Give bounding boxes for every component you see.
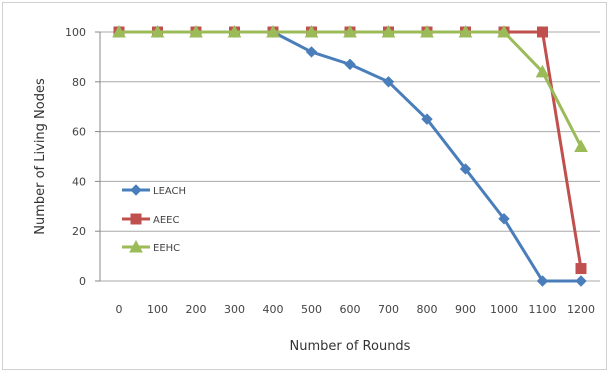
x-tick-label: 1000 <box>490 303 518 316</box>
y-tick-label: 60 <box>72 126 86 139</box>
data-point-aeec <box>537 26 548 38</box>
y-tick-label: 0 <box>79 275 86 288</box>
x-tick-label: 1100 <box>529 303 557 316</box>
legend-label-eehc: EEHC <box>153 243 180 254</box>
data-point-leach <box>344 58 356 71</box>
data-point-eehc <box>150 24 165 38</box>
data-point-leach <box>459 163 472 175</box>
data-point-leach <box>498 213 510 225</box>
x-tick-label: 600 <box>340 303 361 316</box>
data-point-leach <box>536 275 549 287</box>
x-tick-label: 300 <box>224 303 245 316</box>
data-point-eehc <box>189 24 203 38</box>
y-axis-title: Number of Living Nodes <box>33 78 48 235</box>
y-axis-ticks: 0 20 40 60 80 100 <box>65 26 100 288</box>
x-tick-label: 200 <box>186 303 207 316</box>
legend-marker-leach <box>130 184 142 196</box>
x-tick-label: 400 <box>263 303 284 316</box>
legend: LEACH AEEC EEHC <box>122 184 186 254</box>
data-point-eehc <box>574 139 588 153</box>
data-point-leach <box>421 113 433 125</box>
x-tick-label: 0 <box>116 303 123 316</box>
data-point-leach <box>575 275 587 287</box>
y-tick-label: 100 <box>65 26 86 39</box>
x-tick-label: 900 <box>455 303 476 316</box>
data-point-eehc <box>381 24 396 38</box>
y-tick-label: 80 <box>72 76 86 89</box>
series-leach <box>113 26 587 287</box>
x-tick-label: 1200 <box>567 303 595 316</box>
data-point-eehc <box>458 24 473 38</box>
x-tick-label: 700 <box>378 303 399 316</box>
data-point-eehc <box>343 24 357 38</box>
x-axis-title: Number of Rounds <box>290 339 411 354</box>
data-point-leach <box>305 46 318 58</box>
data-point-eehc <box>420 24 434 38</box>
y-tick-label: 40 <box>72 175 86 188</box>
series-layer <box>112 24 588 287</box>
x-tick-label: 800 <box>417 303 438 316</box>
data-point-eehc <box>266 24 280 38</box>
data-point-eehc <box>112 24 126 38</box>
data-point-eehc <box>497 24 511 38</box>
legend-marker-aeec <box>130 213 142 225</box>
data-point-eehc <box>535 64 550 78</box>
data-point-eehc <box>227 24 242 38</box>
data-point-leach <box>382 76 395 88</box>
legend-marker-eehc <box>129 239 143 253</box>
data-point-aeec <box>575 263 587 275</box>
data-point-eehc <box>304 24 319 38</box>
y-tick-label: 20 <box>72 225 86 238</box>
x-tick-label: 100 <box>147 303 168 316</box>
series-line-eehc <box>119 30 583 148</box>
x-axis-ticks: 0 100 200 300 400 500 600 700 800 900 1000 1100 1200 <box>116 303 596 316</box>
series-eehc <box>112 24 588 153</box>
legend-label-aeec: AEEC <box>153 215 179 226</box>
x-tick-label: 500 <box>301 303 322 316</box>
legend-label-leach: LEACH <box>153 186 186 197</box>
